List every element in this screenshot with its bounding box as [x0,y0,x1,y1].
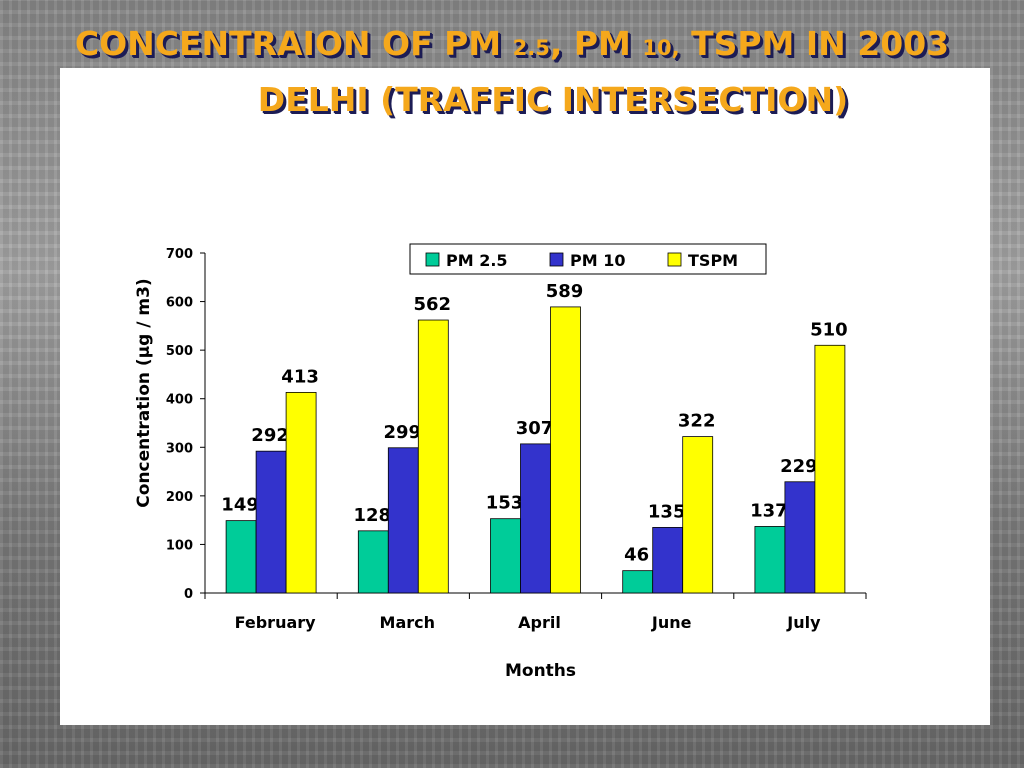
y-axis-title: Concentration (µg / m3) [134,278,154,507]
title-text-tspm: TSPM IN 2003 [679,24,950,63]
legend-swatch [425,252,440,267]
x-tick-label: April [518,613,561,632]
y-tick-label: 100 [166,538,193,553]
legend-label: TSPM [688,251,738,270]
y-tick-label: 500 [166,344,193,359]
bar-data-label: 307 [516,418,554,439]
bar [225,520,257,594]
bar-data-label: 137 [750,500,788,521]
bar-data-label: 149 [221,495,259,516]
bar [652,527,684,594]
bar-data-label: 562 [414,294,452,315]
bar [754,526,786,594]
bar [622,570,654,594]
legend-label: PM 2.5 [446,251,508,270]
legend-swatch [549,252,564,267]
title-sub-2-5: 2.5 [512,36,550,60]
x-axis-title: Months [505,661,576,681]
bar-data-label: 229 [780,456,818,477]
bar [357,530,389,594]
bar-data-label: 413 [281,366,319,387]
bar [520,443,551,594]
y-tick-label: 300 [166,441,193,456]
x-tick-label: June [651,613,692,632]
legend-label: PM 10 [570,251,625,270]
bar [682,436,714,594]
bar-data-label: 46 [624,545,649,566]
bar-data-label: 153 [486,493,524,514]
title-text-pm: CONCENTRAION OF PM [74,24,502,63]
legend-box [409,243,767,275]
x-tick-label: February [235,613,317,632]
title-line-2: DELHI (TRAFFIC INTERSECTION) [257,80,849,119]
bar [255,450,287,594]
bar [550,306,581,594]
bar-data-label: 135 [648,501,686,522]
bar [417,319,449,594]
x-tick-label: March [380,613,435,632]
bar [490,518,521,594]
x-tick-label: July [786,613,821,632]
y-tick-label: 0 [184,587,193,602]
bar-data-label: 292 [251,425,289,446]
bar-data-label: 589 [546,281,584,302]
slide-title: CONCENTRAION OF PM 2.5, PM 10, TSPM IN 2… [0,18,1024,126]
bar [814,344,846,594]
y-tick-label: 400 [166,393,193,408]
y-tick-label: 200 [166,490,193,505]
y-tick-label: 700 [166,247,193,262]
legend-swatch [667,252,682,267]
title-sub-10: 10, [642,36,680,60]
title-text-pm10: , PM [549,24,631,63]
bar [784,481,816,594]
title-line-1: CONCENTRAION OF PM 2.5, PM 10, TSPM IN 2… [0,18,1024,74]
bar [387,447,419,594]
bar [285,391,317,594]
y-tick-label: 600 [166,296,193,311]
bar-data-label: 128 [354,505,392,526]
bar-data-label: 510 [810,319,848,340]
bar-data-label: 322 [678,411,716,432]
bar-data-label: 299 [384,422,422,443]
